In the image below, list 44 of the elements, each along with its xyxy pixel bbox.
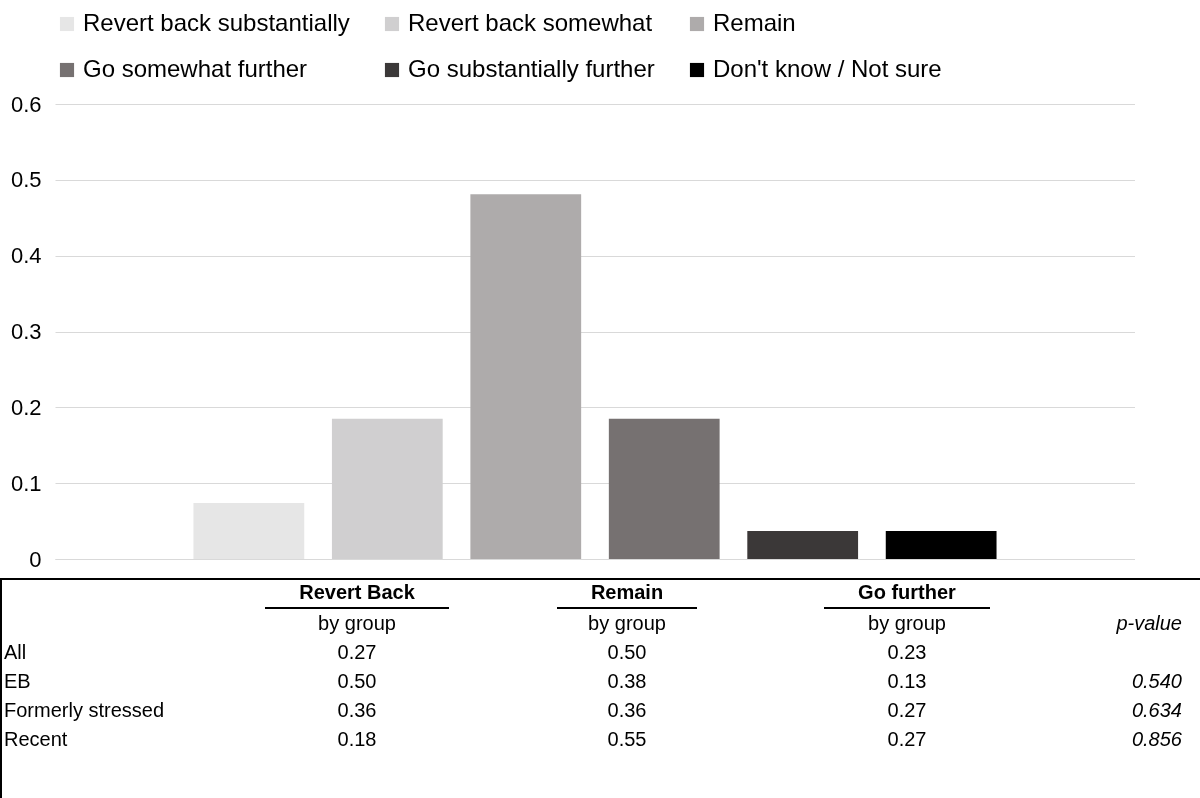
text: 0.36 xyxy=(607,699,647,721)
y-tick-label: 0.5 xyxy=(10,167,42,193)
bar xyxy=(885,530,997,559)
category-label: Go further xyxy=(824,580,990,609)
text: 0.50 xyxy=(337,670,377,692)
text: 0.27 xyxy=(887,699,927,721)
y-tick-label: 0 xyxy=(29,546,42,572)
text: 0.23 xyxy=(887,641,927,663)
y-tick-label: 0.2 xyxy=(10,394,42,420)
y-tick-label: 0.1 xyxy=(10,470,42,496)
text: 0.856 xyxy=(1131,728,1182,750)
category-label: EB xyxy=(4,670,31,692)
y-tick-label: 0.4 xyxy=(10,243,42,269)
category-label: Recent xyxy=(4,728,68,750)
text: 0.27 xyxy=(337,641,377,663)
text: 0.38 xyxy=(607,670,647,692)
text: 0.18 xyxy=(337,728,377,750)
legend-label: Revert back substantially xyxy=(83,9,350,36)
legend-label: Go substantially further xyxy=(408,55,655,82)
text: 0.55 xyxy=(607,728,647,750)
category-label: All xyxy=(4,641,27,663)
bar xyxy=(608,418,720,559)
category-label: Remain xyxy=(556,580,698,609)
text: 0.36 xyxy=(337,699,377,721)
text: by group xyxy=(317,611,397,636)
bar xyxy=(193,502,305,559)
legend-label: Remain xyxy=(713,9,796,36)
legend-label: Revert back somewhat xyxy=(408,9,653,36)
text: 0.13 xyxy=(887,670,927,692)
category-label: Formerly stressed xyxy=(4,699,165,721)
text: by group xyxy=(867,611,947,636)
bar xyxy=(747,530,859,559)
text: 0.540 xyxy=(1131,670,1182,692)
text: by group xyxy=(587,611,667,636)
bar xyxy=(470,194,582,559)
y-tick-label: 0.6 xyxy=(10,91,42,117)
text: 0.27 xyxy=(887,728,927,750)
legend-label: Go somewhat further xyxy=(83,55,308,82)
category-label: Revert Back xyxy=(265,580,449,609)
y-tick-label: 0.3 xyxy=(10,319,42,344)
legend-label: Don't know / Not sure xyxy=(713,55,942,82)
text: 0.634 xyxy=(1131,699,1182,721)
text: 0.50 xyxy=(607,641,647,663)
text: p-value xyxy=(1115,611,1183,636)
